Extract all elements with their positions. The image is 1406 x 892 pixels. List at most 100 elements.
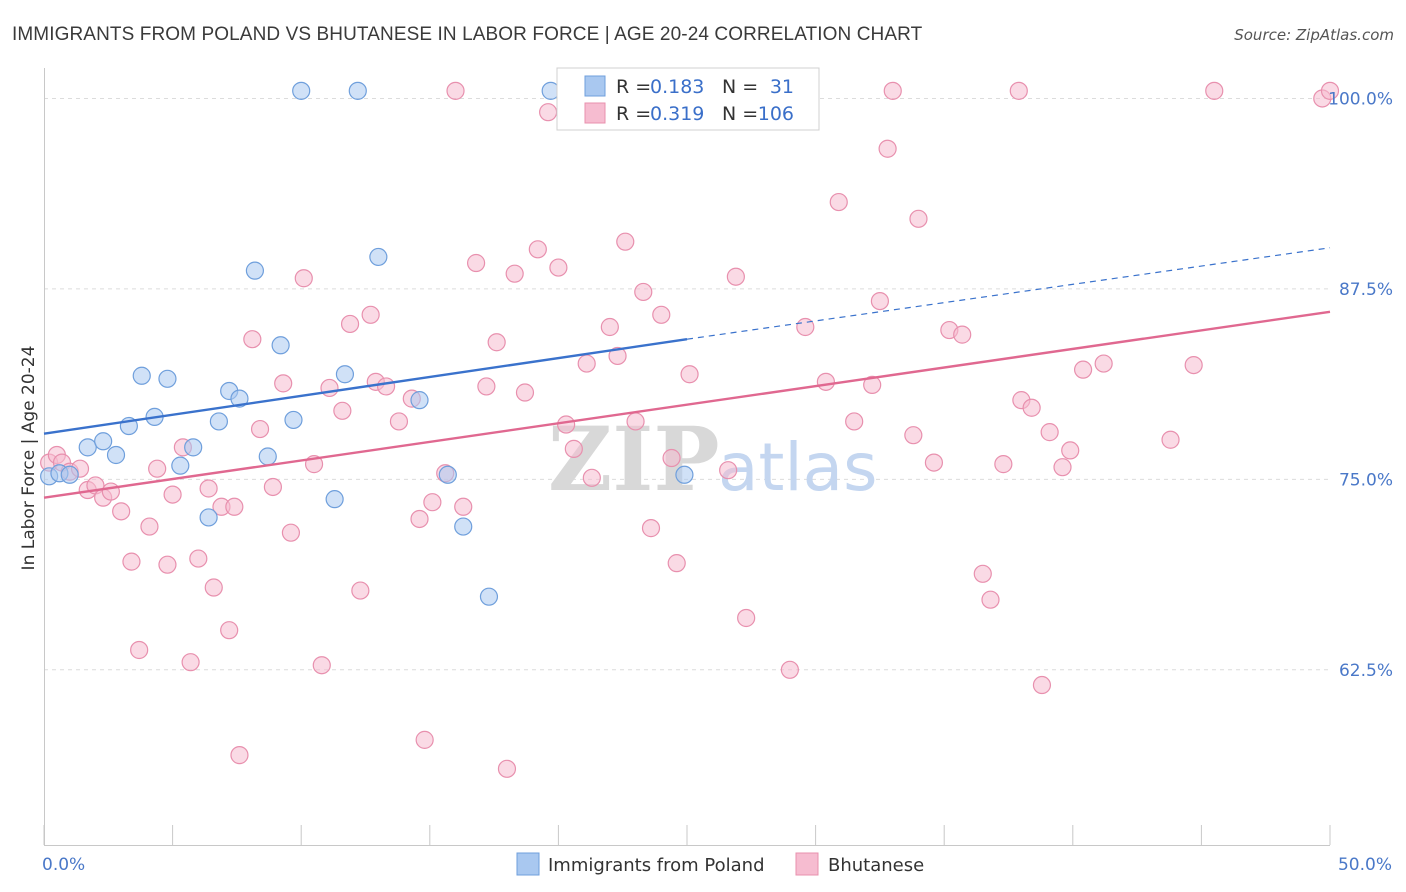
bhutanese-point: [981, 590, 1000, 609]
stats-legend: R = 0.183 N = 31 R = 0.319 N = 106: [556, 67, 820, 131]
bhutanese-point: [870, 292, 890, 311]
bhutanese-point: [539, 103, 558, 122]
bhutanese-point: [528, 240, 547, 259]
poland-point: [106, 445, 126, 465]
bhutanese-point: [909, 209, 928, 228]
poland-point: [284, 410, 303, 430]
bhutanese-point: [466, 253, 486, 273]
bhutanese-point: [410, 509, 429, 529]
bhutanese-point: [148, 459, 167, 478]
bhutanese-point: [230, 746, 249, 765]
bhutanese-point: [199, 479, 218, 498]
bhutanese-point: [924, 453, 944, 472]
legend-n-value-poland: 31: [770, 76, 794, 98]
bhutanese-point: [281, 523, 301, 542]
poland-point: [454, 517, 473, 536]
poland-point: [271, 336, 290, 355]
bhutanese-point: [680, 365, 699, 384]
bhutanese-point: [1061, 441, 1080, 460]
bhutanese-point: [340, 314, 360, 334]
series-legend: Immigrants from Poland Bhutanese: [516, 852, 924, 876]
bhutanese-point: [487, 333, 506, 352]
bhutanese-point: [294, 269, 313, 288]
bhutanese-point: [1022, 398, 1041, 417]
bhutanese-point: [181, 653, 200, 672]
series-legend-swatch-poland: [516, 852, 540, 876]
bhutanese-point: [454, 497, 473, 516]
bhutanese-point: [1184, 355, 1203, 375]
bhutanese-point: [351, 581, 370, 600]
legend-n-label-bhutanese: N =: [722, 103, 758, 125]
bhutanese-point: [780, 660, 799, 679]
bhutanese-point: [608, 346, 627, 366]
bhutanese-point: [577, 354, 596, 373]
bhutanese-point: [274, 374, 293, 393]
bhutanese-point: [122, 552, 141, 571]
bhutanese-point: [1040, 423, 1059, 442]
bhutanese-point: [582, 468, 601, 487]
legend-swatch-bhutanese: [584, 102, 606, 124]
bhutanese-point: [163, 485, 182, 504]
poland-point: [479, 587, 499, 606]
bhutanese-point: [667, 554, 686, 573]
legend-n-label-poland: N =: [722, 76, 758, 98]
bhutanese-point: [1009, 81, 1028, 100]
trend-lines: [43, 247, 1331, 499]
bhutanese-point: [634, 282, 653, 302]
bhutanese-point: [829, 192, 848, 212]
chart-source: Source: ZipAtlas.com: [1234, 26, 1394, 44]
poland-point: [292, 81, 311, 100]
bhutanese-point: [973, 564, 992, 583]
bhutanese-point: [557, 415, 576, 434]
bhutanese-trend-line: [43, 310, 1331, 499]
bhutanese-point: [320, 378, 339, 398]
bhutanese-point: [220, 621, 239, 640]
bhutanese-point: [737, 608, 756, 628]
bhutanese-point: [845, 412, 864, 431]
bhutanese-point: [1032, 675, 1052, 695]
poland-point: [369, 247, 388, 267]
poland-point: [94, 432, 113, 451]
y-tick-label: 87.5%: [1339, 280, 1393, 300]
grid-lines: [44, 97, 1330, 671]
poland-point: [325, 490, 344, 509]
bhutanese-point: [243, 330, 262, 349]
bhutanese-point: [515, 383, 535, 402]
bhutanese-point: [189, 549, 208, 568]
bhutanese-point: [726, 267, 745, 286]
y-tick-label: 100.0%: [1328, 89, 1393, 109]
bhutanese-point: [1073, 360, 1093, 379]
poland-point: [209, 412, 228, 431]
poland-point: [158, 369, 177, 388]
x-tick-label-max: 50.0%: [1338, 855, 1392, 875]
bhutanese-point: [1094, 354, 1113, 373]
poland-point: [348, 81, 367, 100]
bhutanese-point: [333, 401, 352, 420]
bhutanese-point: [361, 305, 380, 324]
bhutanese-point: [600, 317, 619, 337]
bhutanese-point: [423, 493, 442, 512]
bhutanese-point: [953, 325, 972, 344]
bhutanese-point: [250, 419, 270, 439]
y-tick-label: 75.0%: [1339, 470, 1393, 490]
bhutanese-point: [376, 377, 396, 396]
poland-point: [60, 465, 79, 484]
x-tick-label-min: 0.0%: [42, 855, 85, 875]
bhutanese-point: [863, 375, 882, 394]
bhutanese-point: [477, 377, 496, 396]
legend-swatch-poland: [584, 75, 606, 97]
bhutanese-point: [549, 258, 568, 277]
poland-point: [78, 438, 97, 457]
poland-point: [245, 261, 265, 280]
bhutanese-point: [1161, 430, 1180, 449]
poland-point: [171, 456, 190, 475]
bhutanese-point: [497, 759, 517, 778]
bhutanese-point: [1205, 81, 1224, 100]
bhutanese-point: [616, 232, 635, 251]
poland-points: [40, 81, 694, 606]
bhutanese-point: [130, 640, 149, 660]
bhutanese-point: [158, 555, 177, 574]
legend-r-label-poland: R =: [616, 76, 651, 98]
bhutanese-point: [878, 139, 897, 158]
poland-point: [258, 447, 277, 466]
